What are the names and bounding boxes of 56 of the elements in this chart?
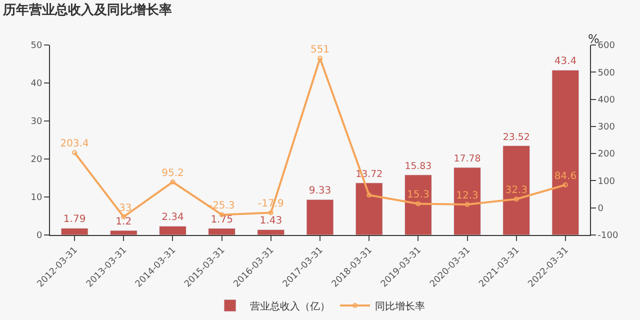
y2-tick-label: 600: [598, 41, 616, 52]
point: [464, 202, 470, 208]
point: [366, 192, 372, 198]
y-tick-label: 40: [30, 79, 42, 90]
bar: [355, 182, 383, 235]
y2-axis-title: %: [588, 32, 600, 46]
data-label: 84.6: [554, 170, 577, 182]
y2-tick-label: 500: [598, 68, 616, 78]
y-tick-label: 20: [30, 155, 42, 166]
y2-tick-label: 300: [598, 122, 616, 133]
y-tick-label: 10: [30, 193, 42, 204]
y-tick-label: 0: [36, 231, 42, 242]
data-label: 9.33: [308, 186, 332, 197]
legend-label: 营业总收入（亿）: [250, 300, 330, 312]
bar: [454, 167, 482, 235]
bar: [306, 199, 334, 235]
data-label: 23.52: [502, 132, 530, 143]
y-tick-label: 30: [30, 117, 42, 128]
y-tick-label: 50: [30, 41, 42, 52]
bar: [110, 230, 138, 235]
data-label: 15.83: [404, 161, 432, 172]
bar: [257, 229, 285, 235]
data-label: 17.78: [454, 154, 481, 165]
data-label: 1.43: [260, 216, 282, 227]
point: [72, 150, 78, 156]
point: [170, 180, 176, 185]
bar: [158, 226, 186, 235]
data-label: 43.4: [554, 56, 577, 68]
legend-label: 同比增长率: [375, 300, 425, 312]
y2-tick-label: 100: [598, 176, 616, 187]
data-label: 203.4: [60, 138, 89, 150]
point: [514, 196, 519, 202]
data-label: 1.2: [116, 216, 132, 228]
data-label: -25.3: [208, 200, 235, 212]
bar: [208, 228, 236, 235]
data-label: 95.2: [162, 168, 184, 180]
y2-tick-label: 400: [598, 95, 616, 106]
point: [318, 56, 322, 61]
data-label: 1.79: [63, 214, 86, 226]
bar: [60, 228, 88, 235]
bar: [502, 145, 530, 235]
data-label: 12.3: [456, 190, 478, 202]
data-label: 551: [310, 44, 330, 56]
bar: [404, 174, 432, 235]
bar: [552, 70, 580, 235]
data-label: 15.3: [407, 190, 430, 201]
data-label: 32.3: [505, 185, 528, 196]
point: [416, 201, 421, 206]
chart-title: 历年营业总收入及同比增长率: [2, 2, 172, 18]
point: [562, 182, 568, 188]
y2-tick-label: 200: [598, 150, 616, 160]
y2-tick-label: -100: [598, 231, 618, 242]
data-label: 1.75: [210, 214, 233, 226]
data-label: 2.34: [162, 212, 184, 224]
point: [268, 210, 274, 216]
y2-tick-label: 0: [598, 204, 604, 214]
